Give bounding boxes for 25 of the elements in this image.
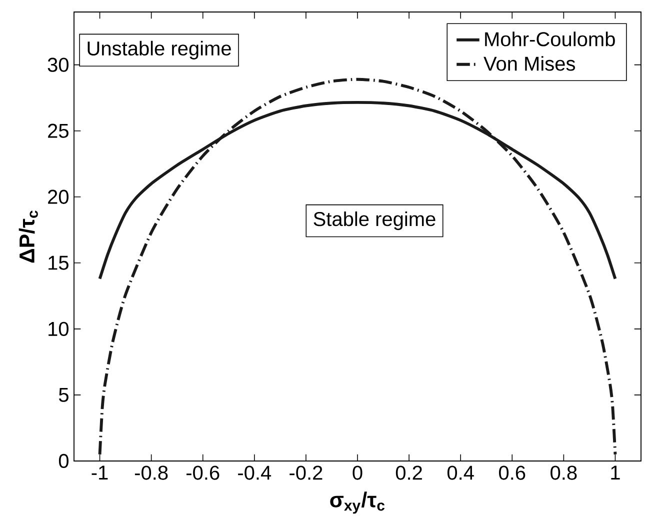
x-tick-label: -0.4 (238, 466, 272, 480)
x-tick-label: -0.8 (134, 466, 168, 480)
x-tick-label: -0.6 (186, 466, 220, 480)
y-tick-label: 20 (48, 190, 68, 204)
y-tick-label: 15 (48, 256, 68, 270)
annotation: Stable regime (314, 211, 436, 230)
y-tick-label: 30 (48, 58, 68, 72)
x-tick-label: 0.6 (499, 466, 526, 480)
y-tick-label: 0 (58, 454, 69, 468)
x-tick-label: 0.8 (550, 466, 577, 480)
y-tick-label: 5 (58, 388, 68, 402)
x-tick-label: 1 (611, 466, 620, 480)
x-tick-label: 0.2 (396, 466, 422, 480)
y-tick-label: 25 (48, 124, 68, 138)
y-axis-title: ΔP/τ$_{c}$ (18, 210, 38, 263)
x-axis-title: σ$_{xy}$/τ$_{c}$ (330, 492, 385, 514)
x-tick-label: 0.4 (447, 466, 474, 480)
legend-label: Mohr-Coulomb (485, 32, 615, 46)
annotation: Unstable regime (88, 40, 231, 60)
line-series (98, 78, 617, 456)
x-tick-label: 0 (352, 466, 362, 480)
legend-label: Von Mises (484, 56, 575, 71)
y-tick-label: 10 (48, 322, 68, 336)
x-tick-label: -0.2 (290, 466, 322, 480)
x-tick-label: -1 (92, 466, 108, 480)
